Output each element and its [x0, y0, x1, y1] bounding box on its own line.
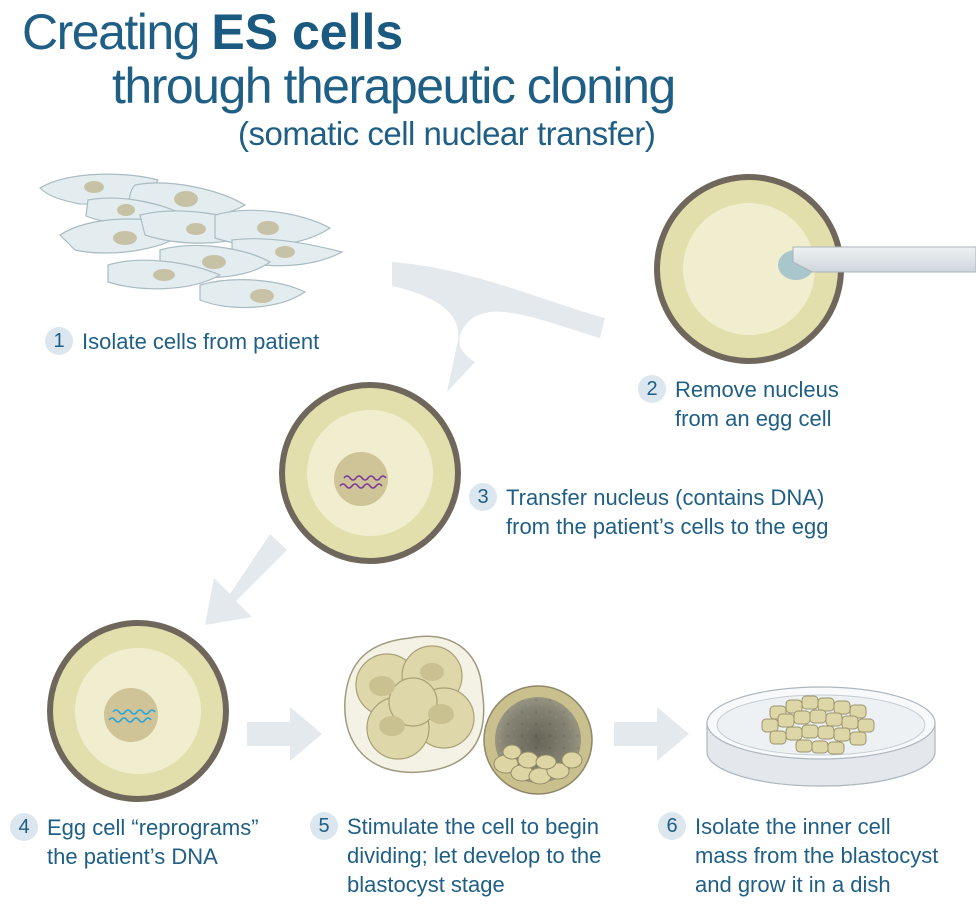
title-bold: ES cells — [211, 4, 404, 60]
egg-cell-icon — [654, 174, 844, 364]
morula-icon — [344, 635, 485, 774]
title-line-1: Creating ES cells — [22, 4, 403, 60]
petri-dish-icon — [706, 686, 936, 787]
dna-strand-icon — [108, 709, 156, 723]
step-text: the patient’s DNA — [47, 844, 218, 869]
step-text: dividing; let develop to the — [347, 843, 602, 868]
egg-cell-icon — [279, 382, 461, 564]
step-number-badge: 1 — [45, 327, 73, 355]
step-text: from the patient’s cells to the egg — [506, 514, 829, 539]
title-line-2: through therapeutic cloning — [112, 58, 676, 114]
title-line-3: (somatic cell nuclear transfer) — [238, 115, 656, 152]
step-text: Remove nucleus — [675, 377, 839, 402]
step-number-badge: 5 — [310, 812, 338, 840]
arrow-icon — [392, 262, 605, 392]
step-text: Transfer nucleus (contains DNA) — [506, 485, 825, 510]
dna-strand-icon — [339, 475, 387, 489]
arrow-icon — [247, 707, 322, 761]
somatic-cells-icon — [39, 173, 344, 309]
step-text: Isolate cells from patient — [82, 329, 320, 354]
step-text: Egg cell “reprograms” — [47, 815, 259, 840]
step-text: blastocyst stage — [347, 872, 505, 897]
step-number-badge: 6 — [658, 812, 686, 840]
arrow-icon — [614, 707, 689, 761]
step-text: Isolate the inner cell — [695, 814, 891, 839]
step-text: from an egg cell — [675, 406, 832, 431]
step-number-badge: 2 — [638, 375, 666, 403]
arrow-icon — [205, 534, 287, 625]
step-text: mass from the blastocyst — [695, 843, 939, 868]
title-prefix: Creating — [22, 4, 201, 60]
step-number-badge: 3 — [469, 483, 497, 511]
blastocyst-icon — [483, 685, 593, 795]
step-text: Stimulate the cell to begin — [347, 814, 599, 839]
pipette-icon — [792, 246, 976, 273]
step-number-badge: 4 — [10, 813, 38, 841]
step-text: and grow it in a dish — [695, 872, 891, 897]
